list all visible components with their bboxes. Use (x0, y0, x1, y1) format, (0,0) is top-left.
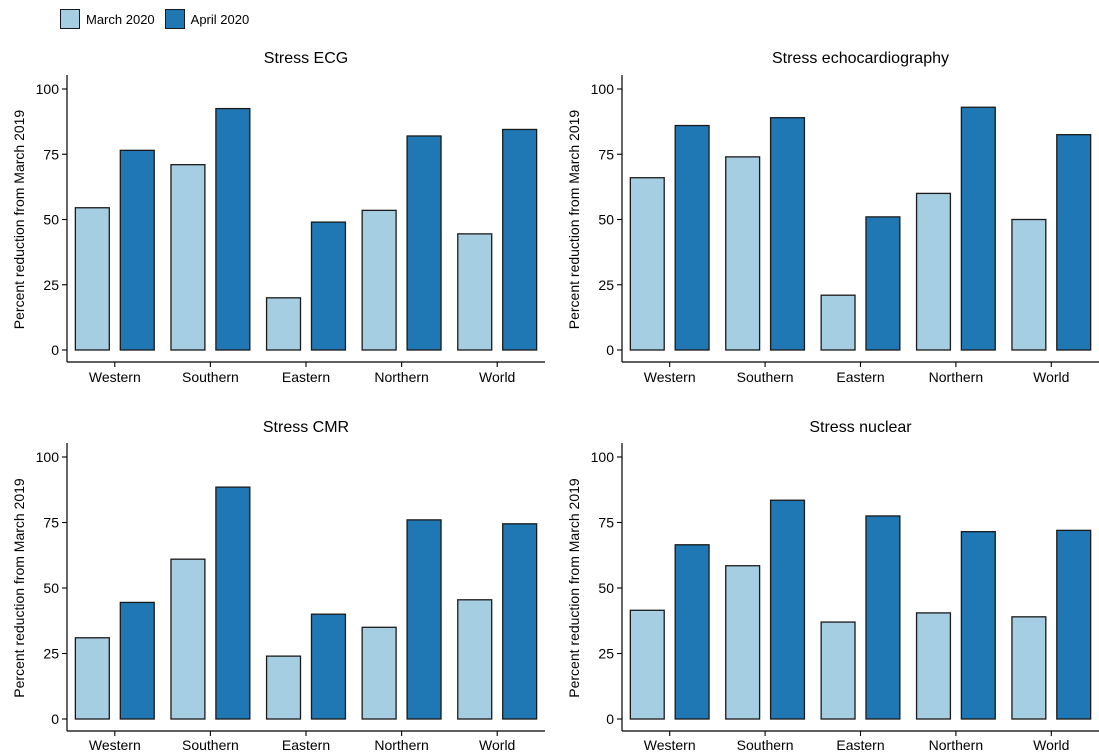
y-tick-label: 50 (43, 580, 59, 596)
bar-southern-march-2020 (170, 558, 206, 720)
x-tick-label-eastern: Eastern (282, 737, 330, 752)
bar-southern-april-2020 (769, 499, 806, 720)
bar-northern-april-2020 (960, 106, 996, 351)
legend: March 2020 April 2020 (60, 7, 253, 31)
bar-southern-april-2020 (769, 117, 806, 351)
bar-northern-march-2020 (361, 626, 397, 720)
legend-swatch-march-2020 (60, 9, 80, 29)
x-tick-label-eastern: Eastern (836, 737, 884, 752)
bar-eastern-april-2020 (865, 216, 901, 351)
legend-swatch-april-2020 (164, 9, 185, 29)
bar-northern-march-2020 (915, 612, 952, 720)
x-tick-label-world: World (1033, 737, 1069, 752)
y-tick-label: 0 (606, 711, 614, 727)
legend-item-march-2020: March 2020 (60, 9, 155, 29)
bar-world-april-2020 (1056, 529, 1092, 720)
panel-title-stress-nuclear: Stress nuclear (809, 419, 912, 436)
y-axis-label: Percent reduction from March 2019 (11, 110, 27, 330)
x-tick-label-northern: Northern (929, 369, 983, 385)
x-tick-label-southern: Southern (737, 737, 794, 752)
legend-label: April 2020 (190, 11, 250, 27)
y-tick-label: 50 (43, 212, 59, 228)
y-tick-label: 100 (36, 81, 60, 97)
y-tick-label: 25 (43, 277, 59, 293)
x-tick-label-western: Western (644, 369, 696, 385)
bar-western-april-2020 (119, 601, 155, 720)
bar-southern-march-2020 (725, 156, 761, 351)
x-tick-label-world: World (479, 369, 515, 385)
y-tick-label: 75 (598, 146, 614, 162)
x-tick-label-eastern: Eastern (282, 369, 330, 385)
bar-western-march-2020 (74, 207, 110, 351)
x-tick-label-world: World (479, 737, 515, 752)
y-tick-label: 100 (591, 81, 615, 97)
bar-eastern-april-2020 (310, 221, 347, 351)
x-tick-label-northern: Northern (929, 737, 983, 752)
legend-label: March 2020 (86, 11, 155, 27)
bar-western-march-2020 (629, 609, 665, 720)
y-tick-label: 100 (591, 449, 615, 465)
bar-southern-march-2020 (725, 565, 761, 720)
bar-western-april-2020 (674, 124, 710, 351)
y-tick-label: 25 (598, 646, 614, 662)
x-tick-label-western: Western (89, 737, 141, 752)
bar-world-april-2020 (1056, 134, 1092, 351)
bar-western-march-2020 (629, 177, 665, 351)
x-tick-label-eastern: Eastern (836, 369, 884, 385)
y-tick-label: 75 (598, 515, 614, 531)
y-tick-label: 25 (598, 277, 614, 293)
bar-world-march-2020 (457, 599, 493, 720)
bar-eastern-march-2020 (820, 621, 856, 720)
bar-southern-april-2020 (215, 486, 251, 720)
bar-western-april-2020 (674, 544, 710, 720)
x-tick-label-western: Western (644, 737, 696, 752)
bar-world-march-2020 (1011, 616, 1047, 720)
x-tick-label-world: World (1033, 369, 1069, 385)
x-tick-label-northern: Northern (374, 369, 428, 385)
bar-western-march-2020 (74, 637, 110, 720)
x-tick-label-northern: Northern (374, 737, 428, 752)
x-tick-label-southern: Southern (737, 369, 794, 385)
bar-world-april-2020 (502, 128, 538, 351)
y-tick-label: 100 (36, 449, 60, 465)
bar-western-april-2020 (119, 149, 155, 351)
y-tick-label: 50 (598, 580, 614, 596)
y-tick-label: 50 (598, 212, 614, 228)
bar-eastern-march-2020 (820, 294, 856, 351)
bar-northern-march-2020 (361, 209, 397, 351)
y-axis-label: Percent reduction from March 2019 (566, 110, 582, 330)
bar-southern-april-2020 (215, 107, 251, 351)
y-tick-label: 0 (51, 711, 59, 727)
panel-title-stress-ecg: Stress ECG (264, 50, 348, 67)
bar-eastern-march-2020 (265, 655, 302, 720)
y-tick-label: 25 (43, 646, 59, 662)
y-tick-label: 0 (51, 342, 59, 358)
y-axis-label: Percent reduction from March 2019 (11, 478, 27, 698)
legend-item-april-2020: April 2020 (164, 9, 250, 29)
y-tick-label: 75 (43, 515, 59, 531)
bar-eastern-april-2020 (865, 515, 901, 720)
x-tick-label-western: Western (89, 369, 141, 385)
bar-eastern-march-2020 (265, 297, 302, 351)
bar-northern-april-2020 (960, 531, 996, 720)
bar-world-april-2020 (502, 523, 538, 720)
bar-northern-april-2020 (406, 519, 442, 720)
panel-title-stress-cmr: Stress CMR (263, 419, 349, 436)
bar-world-march-2020 (457, 233, 493, 351)
x-tick-label-southern: Southern (182, 369, 239, 385)
y-tick-label: 0 (606, 342, 614, 358)
y-axis-label: Percent reduction from March 2019 (566, 478, 582, 698)
bar-northern-april-2020 (406, 135, 442, 351)
bar-eastern-april-2020 (310, 613, 347, 720)
bar-southern-march-2020 (170, 164, 206, 351)
bar-northern-march-2020 (915, 192, 952, 351)
y-tick-label: 75 (43, 146, 59, 162)
bar-world-march-2020 (1011, 218, 1047, 351)
x-tick-label-southern: Southern (182, 737, 239, 752)
panel-title-stress-echocardiography: Stress echocardiography (772, 50, 949, 67)
